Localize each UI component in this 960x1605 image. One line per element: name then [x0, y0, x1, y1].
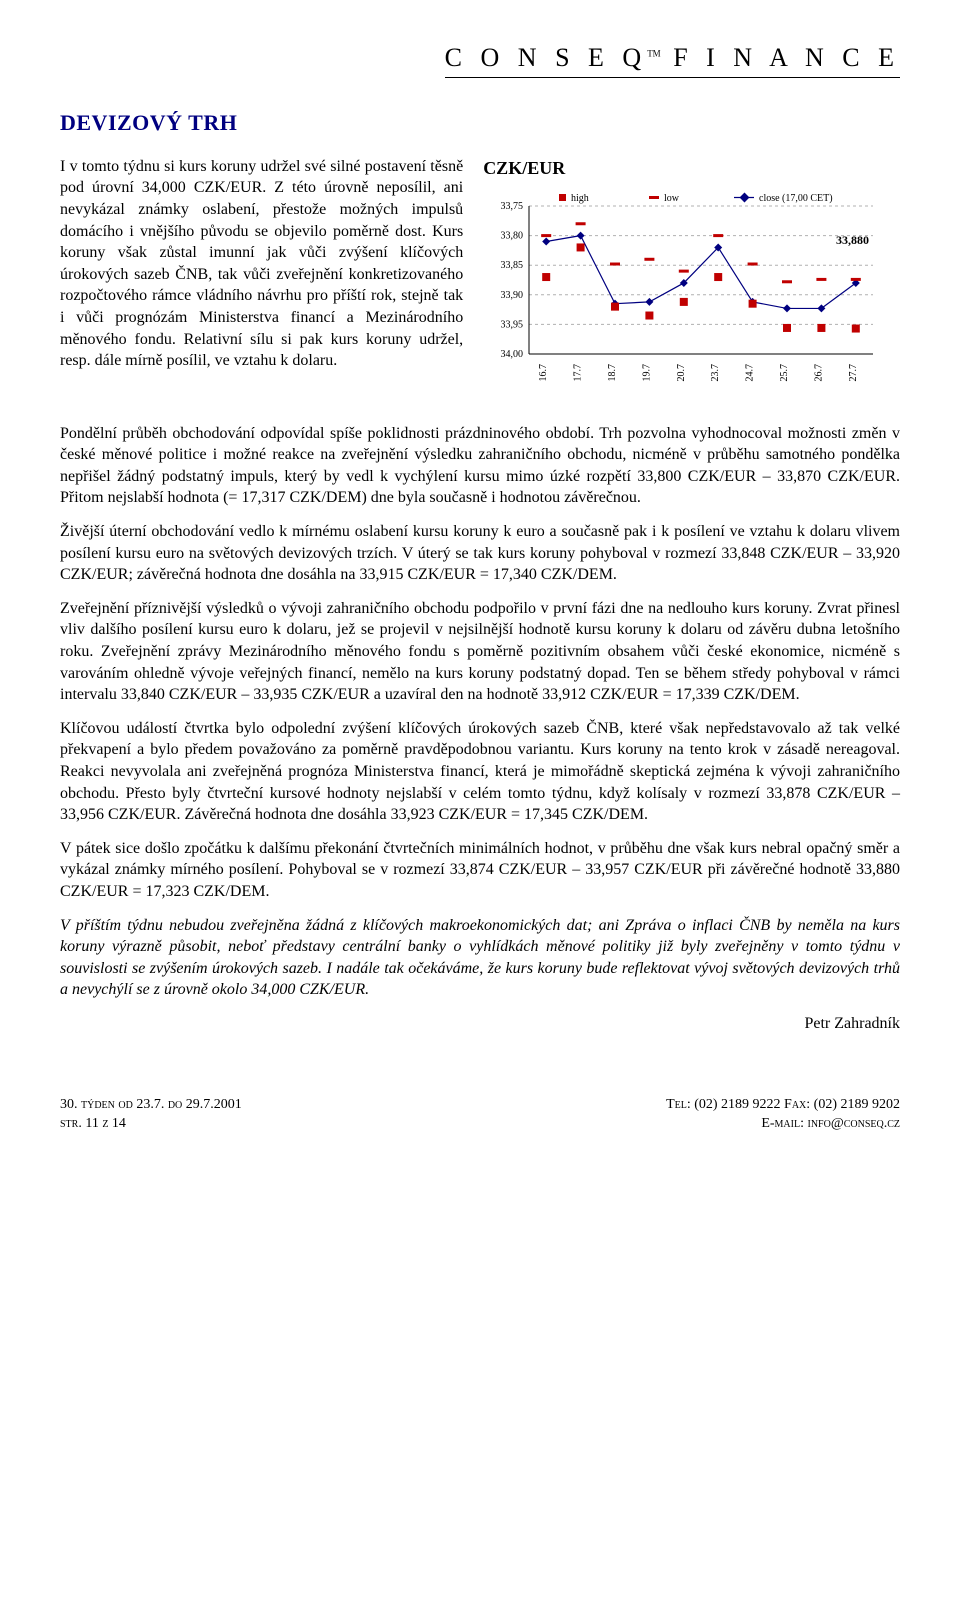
footer-contact: Tel: (02) 2189 9222 Fax: (02) 2189 9202: [666, 1095, 900, 1115]
svg-text:27.7: 27.7: [848, 364, 859, 382]
czk-eur-chart: CZK/EUR 33,75 33,80 33,85 33,90 33,95 34,00 hi…: [483, 156, 900, 411]
svg-text:24.7: 24.7: [745, 364, 756, 382]
paragraph-wednesday: Zveřejnění příznivější výsledků o vývoji…: [60, 598, 900, 706]
paragraph-tuesday: Živější úterní obchodování vedlo k mírné…: [60, 521, 900, 586]
svg-text:33,80: 33,80: [501, 231, 524, 242]
page-footer: 30. týden od 23.7. do 29.7.2001 str. 11 …: [60, 1095, 900, 1134]
footer-email: E-mail: info@conseq.cz: [666, 1114, 900, 1134]
intro-row: I v tomto týdnu si kurs koruny udržel sv…: [60, 156, 900, 411]
intro-text-column: I v tomto týdnu si kurs koruny udržel sv…: [60, 156, 463, 411]
svg-text:20.7: 20.7: [676, 364, 687, 382]
svg-text:33,75: 33,75: [501, 201, 524, 212]
svg-text:33,880: 33,880: [836, 233, 869, 247]
svg-text:18.7: 18.7: [607, 364, 618, 382]
logo-text-a: C O N S E Q: [445, 43, 648, 72]
svg-text:high: high: [571, 193, 589, 204]
svg-text:16.7: 16.7: [538, 364, 549, 382]
brand-logo: C O N S E QTM F I N A N C E: [445, 40, 900, 78]
svg-text:33,90: 33,90: [501, 290, 524, 301]
svg-text:23.7: 23.7: [710, 364, 721, 382]
logo-text-b: F I N A N C E: [673, 43, 900, 72]
chart-title: CZK/EUR: [483, 156, 900, 180]
svg-text:33,95: 33,95: [501, 319, 524, 330]
svg-text:33,85: 33,85: [501, 260, 524, 271]
footer-page: str. 11 z 14: [60, 1114, 242, 1134]
svg-text:34,00: 34,00: [501, 349, 524, 360]
footer-left: 30. týden od 23.7. do 29.7.2001 str. 11 …: [60, 1095, 242, 1134]
svg-text:25.7: 25.7: [779, 364, 790, 382]
header: C O N S E QTM F I N A N C E: [60, 40, 900, 78]
intro-paragraph: I v tomto týdnu si kurs koruny udržel sv…: [60, 156, 463, 372]
svg-text:low: low: [664, 193, 680, 204]
logo-tm: TM: [647, 48, 661, 58]
paragraph-outlook: V příštím týdnu nebudou zveřejněna žádná…: [60, 915, 900, 1001]
author-name: Petr Zahradník: [60, 1013, 900, 1035]
svg-text:26.7: 26.7: [814, 364, 825, 382]
paragraph-friday: V pátek sice došlo zpočátku k dalšímu př…: [60, 838, 900, 903]
chart-column: CZK/EUR 33,75 33,80 33,85 33,90 33,95 34,00 hi…: [483, 156, 900, 411]
paragraph-thursday: Klíčovou událostí čtvrtka bylo odpolední…: [60, 718, 900, 826]
svg-text:19.7: 19.7: [642, 364, 653, 382]
footer-right: Tel: (02) 2189 9222 Fax: (02) 2189 9202 …: [666, 1095, 900, 1134]
svg-text:17.7: 17.7: [573, 364, 584, 382]
paragraph-monday: Pondělní průběh obchodování odpovídal sp…: [60, 423, 900, 509]
chart-svg: 33,75 33,80 33,85 33,90 33,95 34,00 high low clo…: [483, 184, 883, 404]
svg-text:close (17,00 CET): close (17,00 CET): [759, 193, 833, 204]
page-title: DEVIZOVÝ TRH: [60, 108, 900, 138]
footer-week: 30. týden od 23.7. do 29.7.2001: [60, 1095, 242, 1115]
